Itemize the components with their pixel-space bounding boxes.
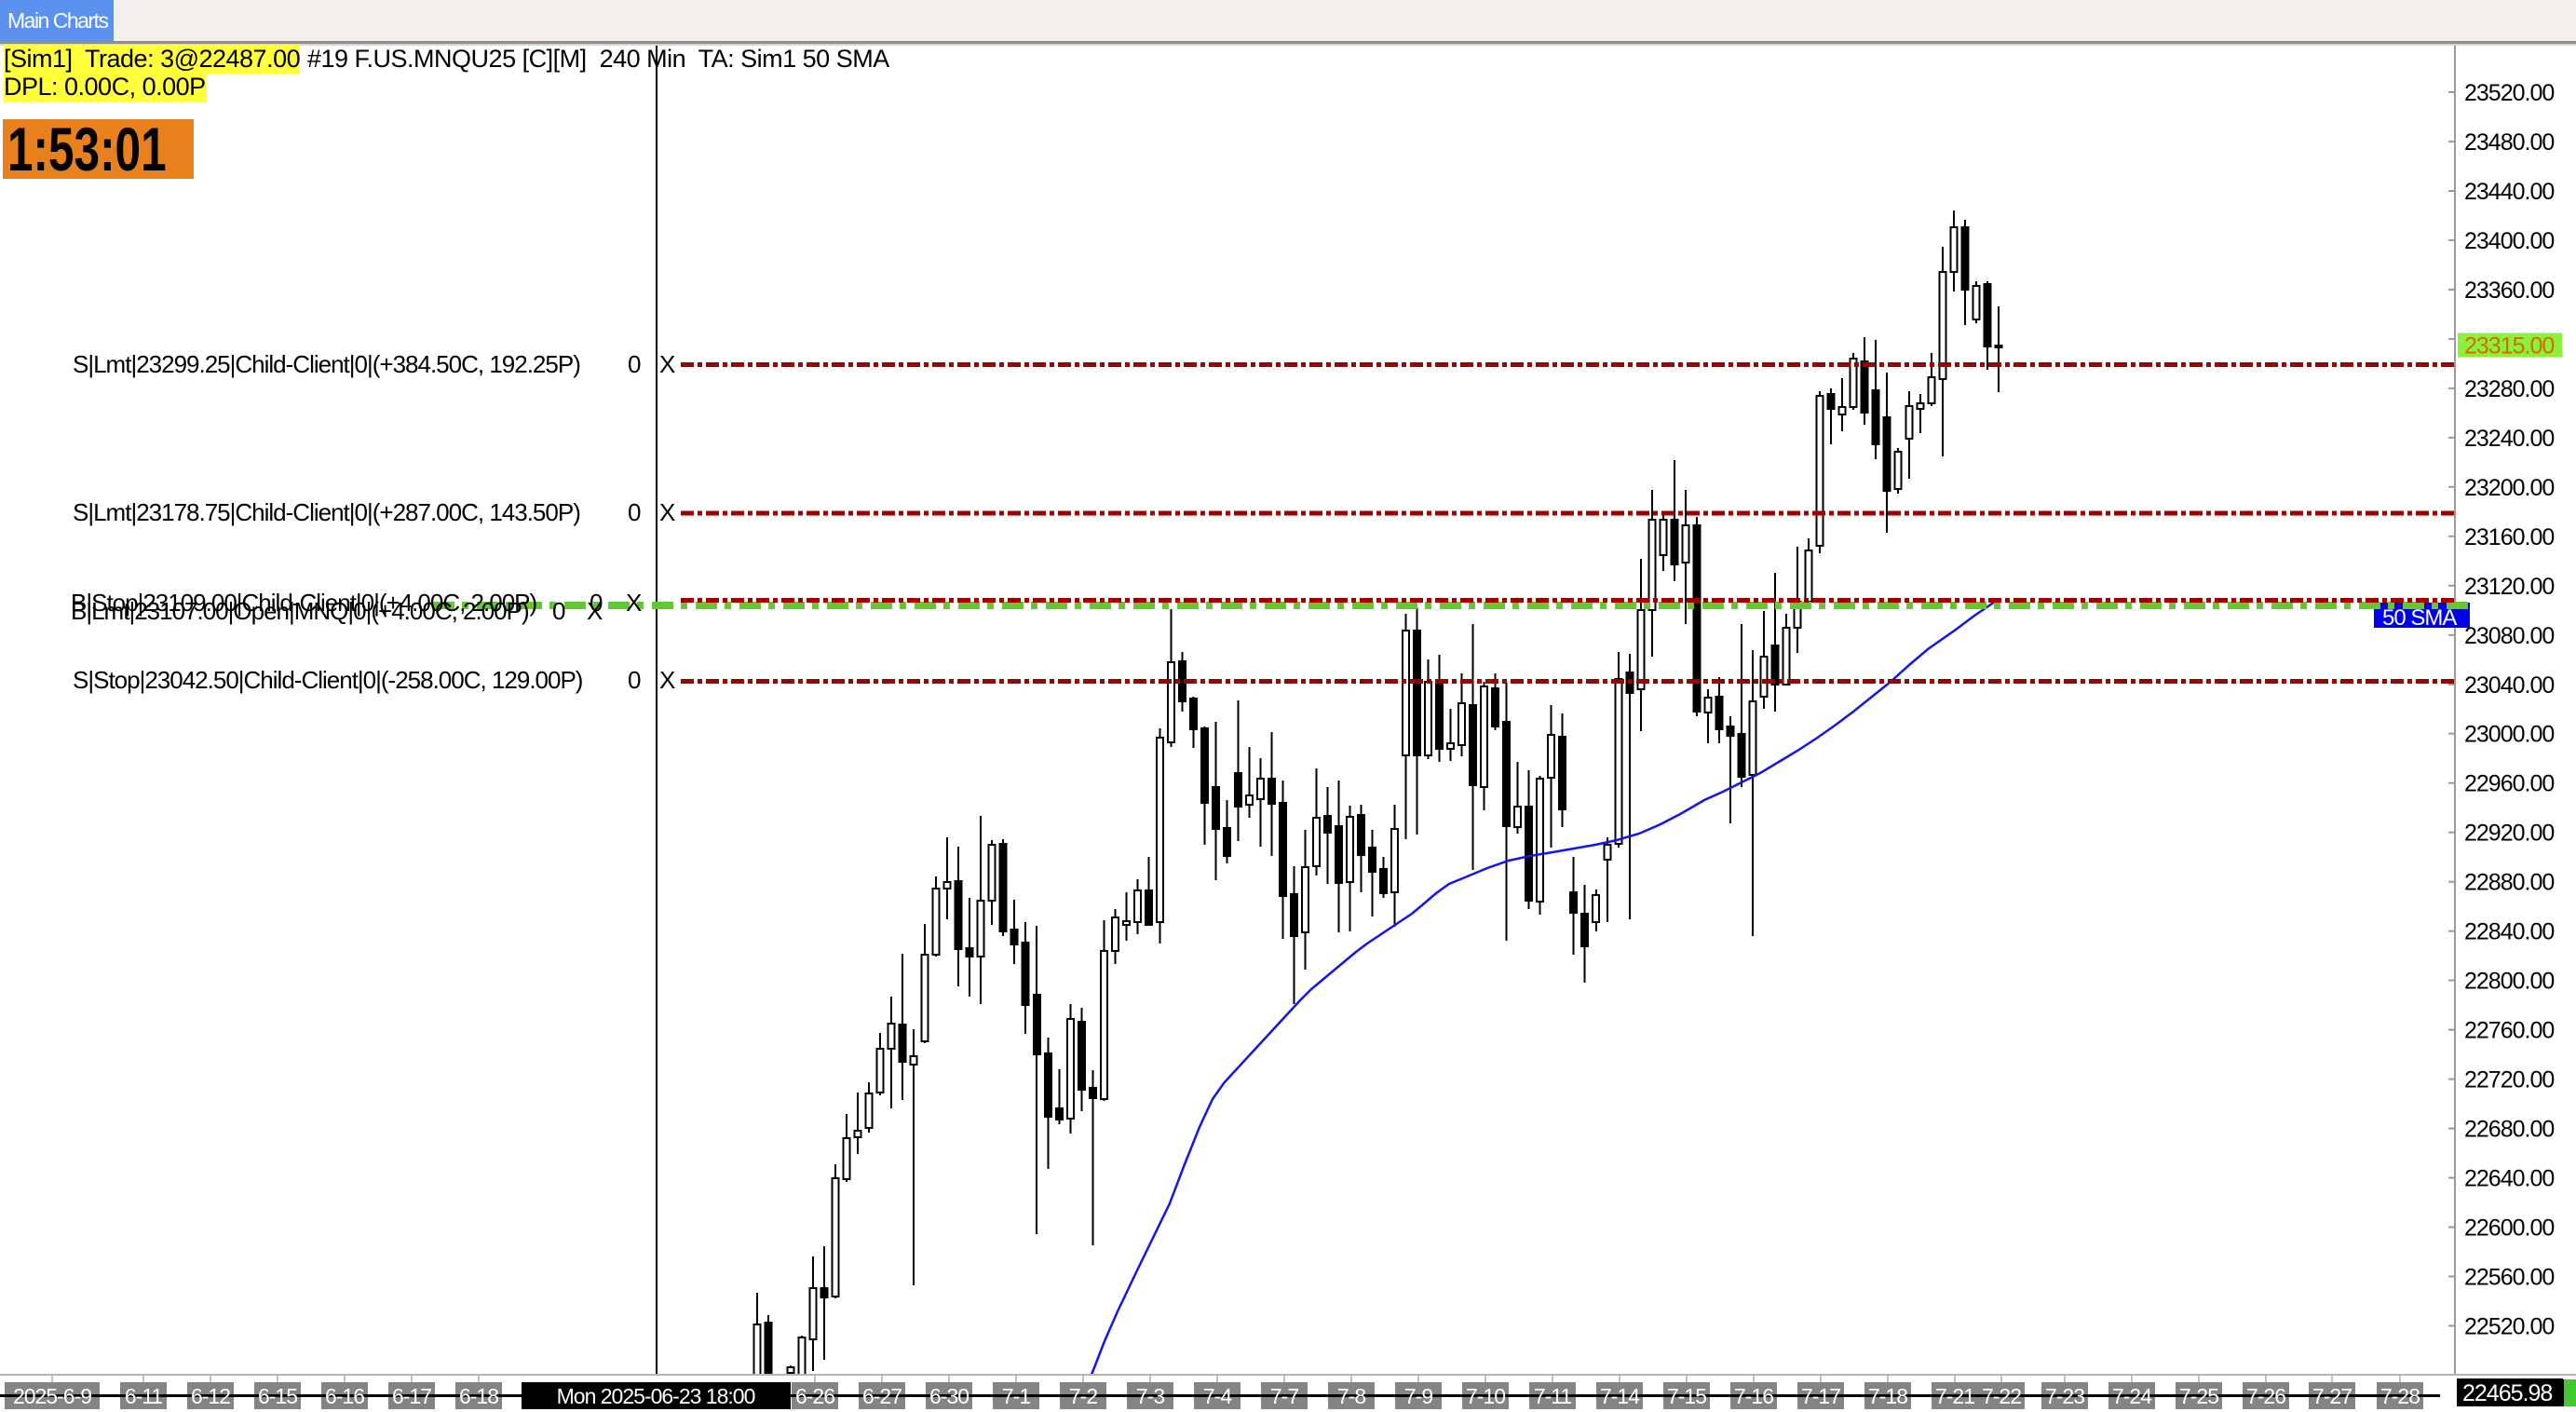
svg-text:7-7: 7-7 — [1270, 1384, 1298, 1408]
svg-text:23400.00: 23400.00 — [2464, 228, 2554, 254]
svg-text:7-10: 7-10 — [1466, 1384, 1505, 1408]
svg-text:7-14: 7-14 — [1600, 1384, 1640, 1408]
svg-text:7-17: 7-17 — [1801, 1384, 1840, 1408]
svg-text:6-11: 6-11 — [125, 1384, 163, 1408]
svg-text:7-16: 7-16 — [1734, 1384, 1773, 1408]
svg-text:7-18: 7-18 — [1868, 1384, 1907, 1408]
svg-text:22760.00: 22760.00 — [2464, 1018, 2554, 1044]
svg-text:22465.98: 22465.98 — [2462, 1380, 2552, 1406]
svg-text:2025-6-9: 2025-6-9 — [13, 1384, 91, 1408]
svg-text:6-27: 6-27 — [862, 1384, 902, 1408]
svg-text:7-26: 7-26 — [2246, 1384, 2285, 1408]
svg-text:23200.00: 23200.00 — [2464, 475, 2554, 501]
svg-text:23360.00: 23360.00 — [2464, 278, 2554, 304]
svg-text:6-26: 6-26 — [795, 1384, 834, 1408]
svg-text:6-12: 6-12 — [191, 1384, 230, 1408]
svg-text:6-30: 6-30 — [929, 1384, 969, 1408]
svg-text:7-11: 7-11 — [1534, 1384, 1572, 1408]
svg-text:7-25: 7-25 — [2179, 1384, 2218, 1408]
svg-text:23315.00: 23315.00 — [2464, 333, 2554, 360]
svg-text:7-28: 7-28 — [2380, 1384, 2420, 1408]
svg-text:7-3: 7-3 — [1136, 1384, 1164, 1408]
svg-text:23240.00: 23240.00 — [2464, 426, 2554, 452]
svg-text:22800.00: 22800.00 — [2464, 969, 2554, 995]
svg-text:Mon 2025-06-23 18:00: Mon 2025-06-23 18:00 — [557, 1384, 755, 1408]
svg-text:7-24: 7-24 — [2112, 1384, 2152, 1408]
svg-text:6-15: 6-15 — [258, 1384, 297, 1408]
svg-text:50 SMA: 50 SMA — [2382, 605, 2457, 631]
svg-text:23160.00: 23160.00 — [2464, 524, 2554, 550]
svg-text:7-15: 7-15 — [1667, 1384, 1706, 1408]
svg-text:23040.00: 23040.00 — [2464, 672, 2554, 699]
svg-text:22520.00: 22520.00 — [2464, 1314, 2554, 1340]
svg-text:6-18: 6-18 — [459, 1384, 498, 1408]
svg-text:7-2: 7-2 — [1069, 1384, 1097, 1408]
svg-text:22880.00: 22880.00 — [2464, 870, 2554, 896]
svg-text:7-4: 7-4 — [1203, 1384, 1232, 1408]
svg-text:7-21: 7-21 — [1935, 1384, 1974, 1408]
svg-text:7-27: 7-27 — [2312, 1384, 2352, 1408]
svg-text:22920.00: 22920.00 — [2464, 821, 2554, 847]
svg-text:22640.00: 22640.00 — [2464, 1166, 2554, 1192]
svg-text:6-16: 6-16 — [325, 1384, 364, 1408]
svg-text:7-8: 7-8 — [1337, 1384, 1365, 1408]
svg-text:22680.00: 22680.00 — [2464, 1117, 2554, 1143]
svg-text:6-17: 6-17 — [392, 1384, 431, 1408]
svg-text:7-9: 7-9 — [1404, 1384, 1432, 1408]
svg-text:7-22: 7-22 — [1982, 1384, 2021, 1408]
svg-text:23480.00: 23480.00 — [2464, 129, 2554, 156]
svg-text:22960.00: 22960.00 — [2464, 771, 2554, 797]
svg-text:22840.00: 22840.00 — [2464, 919, 2554, 945]
svg-text:23440.00: 23440.00 — [2464, 179, 2554, 205]
svg-text:23520.00: 23520.00 — [2464, 80, 2554, 106]
svg-text:23280.00: 23280.00 — [2464, 376, 2554, 402]
svg-text:7-1: 7-1 — [1002, 1384, 1030, 1408]
svg-text:23000.00: 23000.00 — [2464, 722, 2554, 748]
svg-text:22720.00: 22720.00 — [2464, 1067, 2554, 1093]
svg-text:7-23: 7-23 — [2045, 1384, 2084, 1408]
svg-text:22600.00: 22600.00 — [2464, 1215, 2554, 1242]
svg-text:23080.00: 23080.00 — [2464, 623, 2554, 649]
svg-text:22560.00: 22560.00 — [2464, 1265, 2554, 1291]
svg-text:23120.00: 23120.00 — [2464, 574, 2554, 600]
